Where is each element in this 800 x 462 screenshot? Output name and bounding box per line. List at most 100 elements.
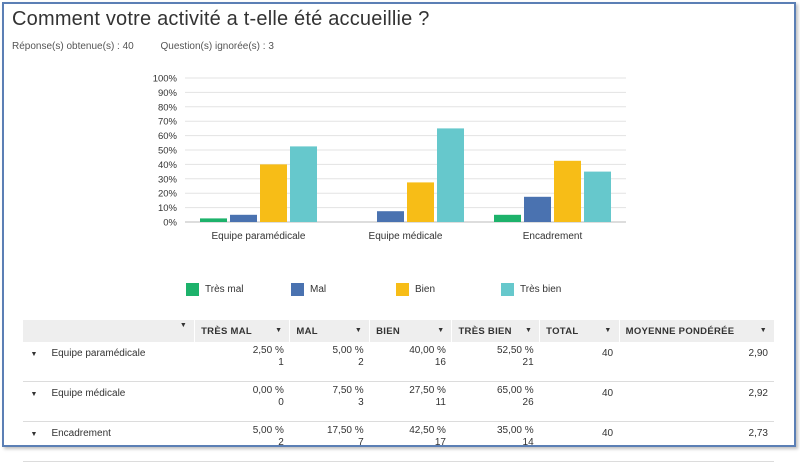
column-header[interactable]: TRÈS MAL ▼	[194, 320, 290, 342]
legend-label: Mal	[310, 284, 327, 295]
cell-percent: 42,50 %	[409, 425, 446, 436]
cell-count: 1	[278, 357, 284, 368]
legend-entry[interactable]: Très mal	[186, 283, 244, 296]
bar	[437, 128, 464, 222]
chevron-down-icon[interactable]: ▼	[275, 327, 283, 334]
table-cell: 2,50 % 1	[194, 342, 290, 382]
table-row: ▼ Equipe médicale 0,00 % 0 7,50 % 3 27,50 % 11 6…	[22, 381, 774, 422]
cell-percent: 27,50 %	[409, 385, 446, 396]
row-label-cell[interactable]: ▼ Equipe médicale	[22, 381, 195, 422]
header-corner[interactable]: ▼	[21, 320, 195, 342]
total-cell: 40	[539, 342, 620, 382]
table-cell: 35,00 % 14	[451, 421, 540, 462]
cell-percent: 52,50 %	[496, 345, 534, 356]
bar	[524, 196, 551, 222]
question-title: Comment votre activité a t-elle été accu…	[12, 8, 430, 30]
y-tick-label: 50%	[158, 146, 178, 157]
bar	[260, 164, 287, 222]
cell-count: 0	[278, 397, 284, 408]
y-tick-label: 90%	[158, 88, 178, 99]
bar	[554, 160, 581, 222]
chevron-down-icon[interactable]: ▼	[179, 322, 188, 329]
bar-chart: 0% 10% 20% 30% 40% 50% 60% 70% 80% 90% 100% Equipe …	[153, 74, 626, 242]
table-cell: 17,50 % 7	[289, 421, 370, 462]
column-header-label: TRÈS MAL	[201, 325, 253, 337]
chart-legend: Très mal Mal Bien Très bien	[186, 283, 646, 303]
answered-count: Réponse(s) obtenue(s) : 40	[12, 41, 134, 52]
cell-count: 14	[522, 437, 534, 448]
y-tick-label: 20%	[158, 189, 178, 200]
chevron-down-icon[interactable]: ▼	[604, 327, 612, 334]
total-cell: 40	[539, 421, 620, 462]
row-label: Equipe paramédicale	[51, 348, 146, 359]
table-cell: 5,00 % 2	[194, 421, 290, 462]
cell-percent: 35,00 %	[496, 425, 534, 436]
column-header[interactable]: TRÈS BIEN ▼	[451, 320, 540, 342]
chevron-down-icon[interactable]: ▼	[437, 327, 445, 334]
column-header-label: TOTAL	[546, 325, 579, 337]
column-header[interactable]: BIEN ▼	[369, 320, 452, 342]
column-header-label: MOYENNE PONDÉRÉE	[625, 325, 735, 337]
y-tick-label: 70%	[158, 117, 178, 128]
cell-percent: 7,50 %	[332, 385, 364, 396]
cell-percent: 5,00 %	[332, 345, 364, 356]
bar	[200, 218, 227, 222]
cell-count: 2	[278, 437, 284, 448]
legend-swatch	[291, 283, 304, 296]
chevron-down-icon[interactable]: ▼	[759, 327, 767, 334]
row-label: Encadrement	[51, 428, 111, 439]
table-cell: 52,50 % 21	[451, 342, 540, 382]
column-header[interactable]: MAL ▼	[289, 320, 370, 342]
chevron-down-icon[interactable]: ▼	[30, 351, 38, 358]
chevron-down-icon[interactable]: ▼	[354, 327, 363, 334]
y-tick-label: 100%	[153, 74, 178, 85]
column-header[interactable]: TOTAL ▼	[539, 320, 620, 342]
cell-count: 3	[358, 397, 364, 408]
column-header[interactable]: MOYENNE PONDÉRÉE ▼	[618, 320, 774, 342]
table-cell: 27,50 % 11	[369, 381, 452, 422]
x-tick-label: Equipe médicale	[369, 231, 443, 242]
cell-count: 2	[358, 357, 364, 368]
row-label-cell[interactable]: ▼ Equipe paramédicale	[22, 342, 195, 382]
y-tick-label: 10%	[158, 203, 178, 214]
legend-entry[interactable]: Très bien	[501, 283, 561, 296]
chevron-down-icon[interactable]: ▼	[30, 391, 38, 398]
cell-count: 16	[434, 357, 446, 368]
cell-count: 26	[522, 397, 534, 408]
y-tick-label: 40%	[158, 160, 178, 171]
results-table: ▼ TRÈS MAL ▼ MAL ▼ BIEN ▼ TRÈS BIEN ▼ TOTAL ▼ MOYEN…	[21, 320, 774, 462]
bar	[230, 214, 257, 222]
chevron-down-icon[interactable]: ▼	[30, 431, 38, 438]
cell-count: 21	[522, 357, 534, 368]
x-tick-label: Equipe paramédicale	[212, 231, 306, 242]
table-cell: 0,00 % 0	[194, 381, 290, 422]
legend-swatch	[501, 283, 514, 296]
legend-label: Très mal	[205, 284, 244, 295]
weighted-average-cell: 2,92	[619, 381, 774, 422]
table-cell: 7,50 % 3	[289, 381, 370, 422]
y-tick-label: 80%	[158, 102, 178, 113]
bar	[494, 214, 521, 222]
table-cell: 40,00 % 16	[369, 342, 452, 382]
cell-percent: 40,00 %	[409, 345, 446, 356]
bar	[584, 171, 611, 222]
legend-entry[interactable]: Bien	[396, 283, 435, 296]
table-cell: 65,00 % 26	[451, 381, 540, 422]
cell-count: 17	[434, 437, 446, 448]
column-header-label: MAL	[296, 325, 318, 337]
row-label-cell[interactable]: ▼ Encadrement	[22, 421, 195, 462]
column-header-label: TRÈS BIEN	[458, 325, 512, 337]
cell-percent: 65,00 %	[496, 385, 534, 396]
cell-percent: 17,50 %	[326, 425, 364, 436]
chevron-down-icon[interactable]: ▼	[524, 327, 533, 334]
bar	[290, 146, 317, 222]
table-cell: 42,50 % 17	[369, 421, 452, 462]
legend-swatch	[396, 283, 409, 296]
table-header-row: ▼ TRÈS MAL ▼ MAL ▼ BIEN ▼ TRÈS BIEN ▼ TOTAL ▼ MOYEN…	[21, 320, 774, 342]
bar	[407, 182, 434, 222]
cell-count: 11	[435, 397, 446, 408]
legend-entry[interactable]: Mal	[291, 283, 326, 296]
legend-label: Très bien	[520, 284, 562, 295]
response-stats: Réponse(s) obtenue(s) : 40 Question(s) i…	[12, 41, 298, 52]
bar	[377, 211, 404, 222]
